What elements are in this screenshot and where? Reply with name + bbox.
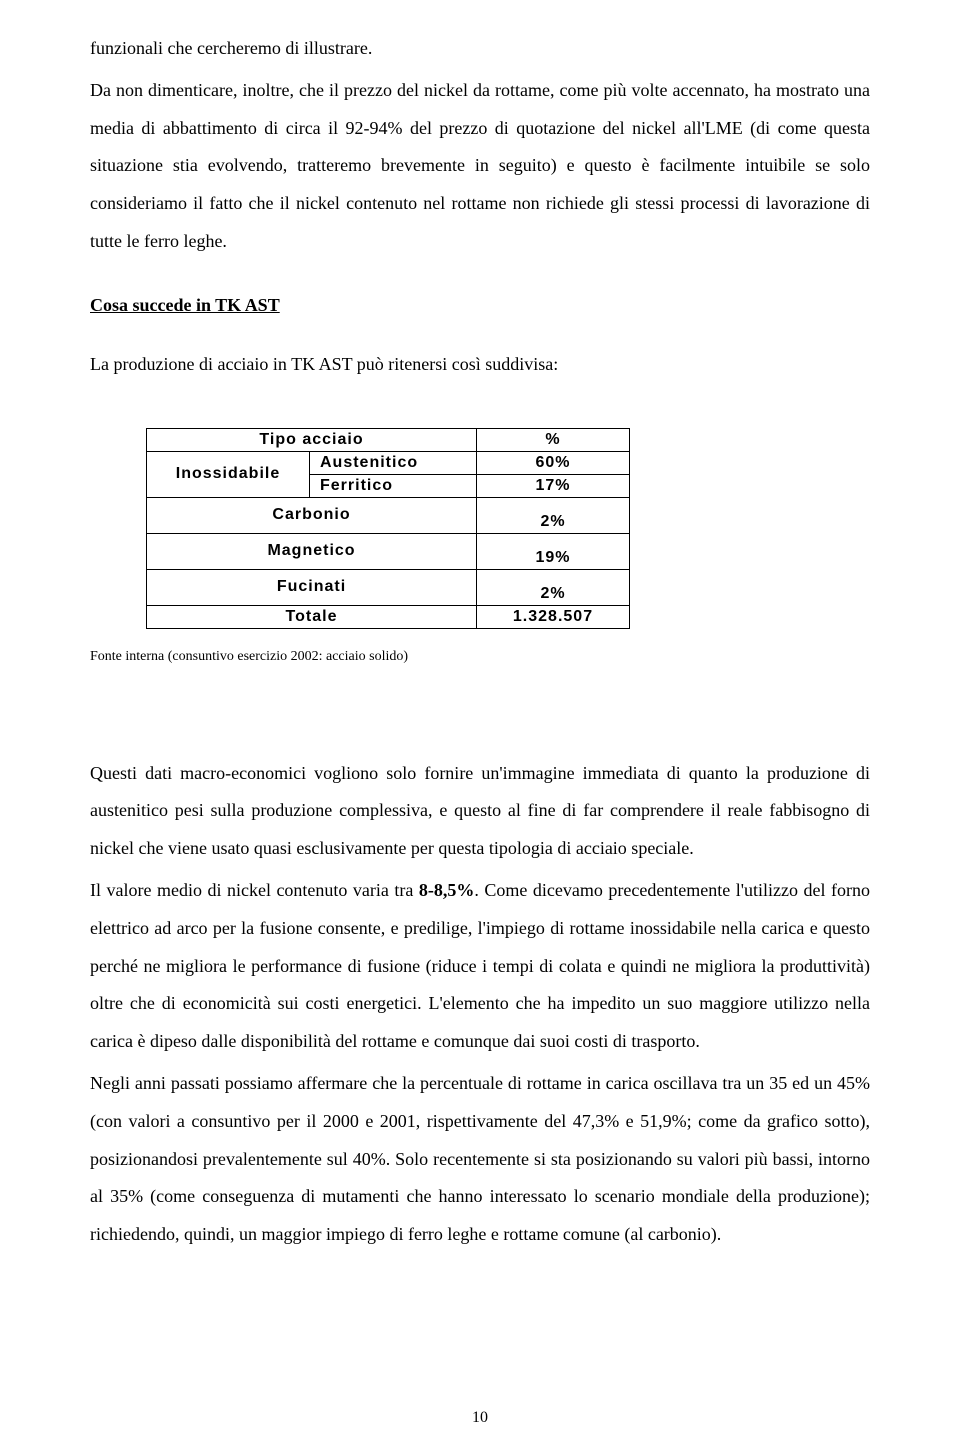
inox-label: Inossidabile — [147, 451, 310, 497]
header-type: Tipo acciaio — [147, 428, 477, 451]
paragraph: Negli anni passati possiamo affermare ch… — [90, 1065, 870, 1254]
bold-value: 8-8,5% — [419, 880, 475, 900]
text-span: . Come dicevamo precedentemente l'utiliz… — [90, 880, 870, 1051]
bottom-paragraphs: Questi dati macro-economici vogliono sol… — [90, 755, 870, 1254]
ferritic-label: Ferritico — [310, 474, 477, 497]
section-heading: Cosa succede in TK AST — [90, 295, 870, 316]
text-span: Il valore medio di nickel contenuto vari… — [90, 880, 419, 900]
carbon-label: Carbonio — [147, 497, 477, 533]
total-label: Totale — [147, 605, 477, 628]
paragraph: Il valore medio di nickel contenuto vari… — [90, 872, 870, 1061]
paragraph: funzionali che cercheremo di illustrare. — [90, 30, 870, 68]
table-row: Fucinati 2% — [147, 569, 630, 605]
table-row: Magnetico 19% — [147, 533, 630, 569]
austenitic-label: Austenitico — [310, 451, 477, 474]
page-container: funzionali che cercheremo di illustrare.… — [0, 0, 960, 1451]
table-source-note: Fonte interna (consuntivo esercizio 2002… — [90, 649, 870, 665]
forged-pct: 2% — [477, 569, 630, 605]
total-value: 1.328.507 — [477, 605, 630, 628]
table-row: Tipo acciaio % — [147, 428, 630, 451]
magnetic-label: Magnetico — [147, 533, 477, 569]
table-row: Carbonio 2% — [147, 497, 630, 533]
austenitic-pct: 60% — [477, 451, 630, 474]
magnetic-pct: 19% — [477, 533, 630, 569]
steel-production-table: Tipo acciaio % Inossidabile Austenitico … — [146, 428, 630, 629]
header-pct: % — [477, 428, 630, 451]
paragraph: Questi dati macro-economici vogliono sol… — [90, 755, 870, 868]
page-number: 10 — [0, 1409, 960, 1427]
intro-line: La produzione di acciaio in TK AST può r… — [90, 346, 870, 384]
table-row: Inossidabile Austenitico 60% — [147, 451, 630, 474]
forged-label: Fucinati — [147, 569, 477, 605]
ferritic-pct: 17% — [477, 474, 630, 497]
table-row: Totale 1.328.507 — [147, 605, 630, 628]
carbon-pct: 2% — [477, 497, 630, 533]
paragraph: Da non dimenticare, inoltre, che il prez… — [90, 72, 870, 261]
top-paragraphs: funzionali che cercheremo di illustrare.… — [90, 30, 870, 261]
